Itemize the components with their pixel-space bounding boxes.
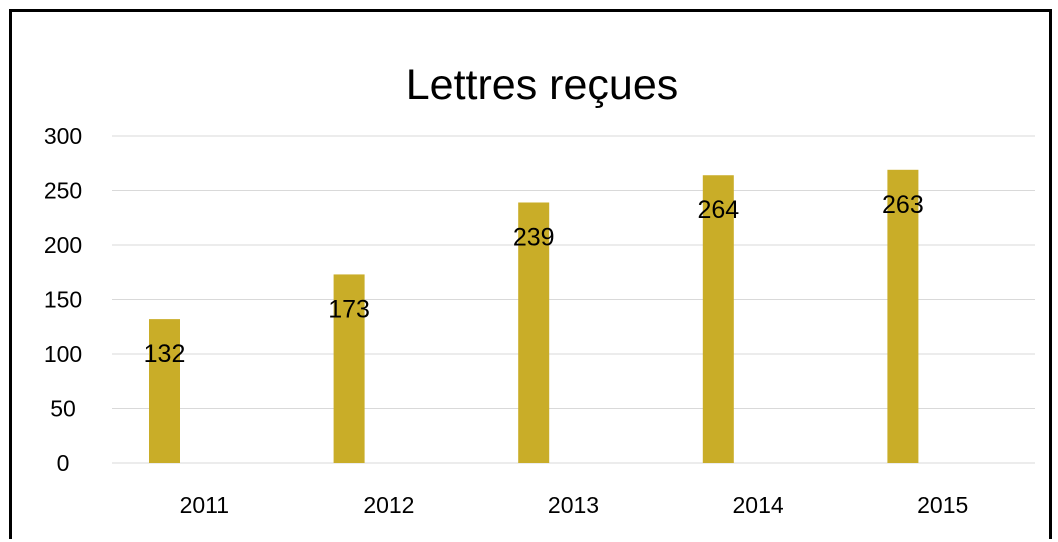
y-axis-tick-labels: 0 50 100 150 200 250 300: [44, 123, 82, 476]
x-tick-label: 2012: [363, 492, 414, 518]
y-tick-label: 50: [50, 396, 76, 422]
y-tick-label: 200: [44, 232, 82, 258]
x-axis-tick-labels: 2011 2012 2013 2014 2015: [180, 492, 969, 518]
bar-2012: [333, 274, 365, 463]
bars: [149, 169, 919, 464]
bar-2011: [149, 319, 180, 463]
y-tick-label: 150: [44, 287, 82, 313]
data-label-2014: 264: [697, 196, 739, 224]
chart-title: Lettres reçues: [406, 61, 678, 109]
x-tick-label: 2015: [917, 492, 968, 518]
y-tick-label: 300: [44, 123, 82, 149]
bar-2014: [702, 175, 734, 464]
gridlines: [112, 135, 1035, 464]
data-label-2015: 263: [882, 191, 924, 219]
y-tick-label: 250: [44, 178, 82, 204]
chart-frame: Lettres reçues 0 50 100 150 200 250 300 132 173…: [9, 9, 1052, 539]
x-tick-label: 2013: [548, 492, 599, 518]
bar-chart: Lettres reçues 0 50 100 150 200 250 300 132 173…: [44, 61, 1035, 518]
y-tick-label: 0: [57, 450, 70, 476]
x-tick-label: 2011: [180, 492, 229, 518]
bar-2015: [887, 169, 919, 464]
data-label-2012: 173: [328, 295, 370, 323]
data-label-2011: 132: [144, 340, 186, 368]
bar-2013: [518, 202, 550, 464]
data-labels: 132 173 239 264 263: [144, 191, 924, 368]
x-tick-label: 2014: [733, 492, 784, 518]
y-tick-label: 100: [44, 341, 82, 367]
data-label-2013: 239: [513, 223, 555, 251]
